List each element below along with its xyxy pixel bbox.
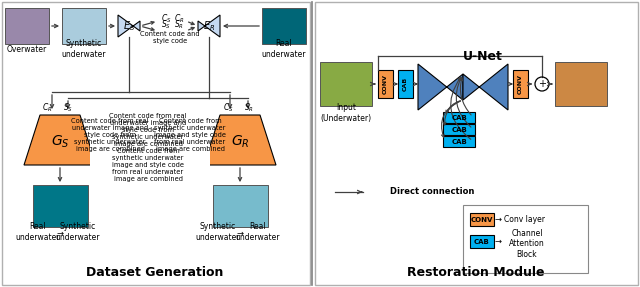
Polygon shape (204, 115, 276, 165)
Text: $G_R$: $G_R$ (230, 134, 250, 150)
FancyBboxPatch shape (100, 108, 200, 178)
FancyBboxPatch shape (90, 108, 210, 178)
FancyBboxPatch shape (262, 8, 306, 44)
Polygon shape (198, 15, 220, 37)
Text: $\rightarrow$: $\rightarrow$ (493, 215, 503, 224)
Text: $\rightarrow$: $\rightarrow$ (235, 228, 245, 238)
FancyBboxPatch shape (315, 2, 638, 285)
FancyBboxPatch shape (5, 8, 49, 44)
Text: $S_S$: $S_S$ (63, 102, 73, 114)
Text: CONV: CONV (518, 74, 523, 94)
Text: $E_R$: $E_R$ (203, 19, 215, 33)
FancyBboxPatch shape (213, 185, 268, 227)
FancyBboxPatch shape (378, 70, 393, 98)
FancyBboxPatch shape (513, 70, 528, 98)
Text: U-Net: U-Net (463, 51, 503, 63)
Text: Content code from real
underwater image and
style code from
synthetic underwater: Content code from real underwater image … (71, 118, 148, 152)
FancyBboxPatch shape (443, 112, 475, 123)
Text: Real
underwater: Real underwater (262, 39, 307, 59)
Text: Channel
Attention
Block: Channel Attention Block (509, 229, 545, 259)
Text: Real
underwater: Real underwater (16, 222, 60, 242)
Text: Synthetic
underwater: Synthetic underwater (61, 39, 106, 59)
FancyBboxPatch shape (470, 213, 494, 226)
Text: $\rightarrow$: $\rightarrow$ (493, 237, 503, 246)
Text: Content code from
synthetic underwater
image and style code
from real underwater: Content code from synthetic underwater i… (112, 148, 184, 182)
Text: $C_R$: $C_R$ (42, 102, 52, 114)
Text: CAB: CAB (474, 238, 490, 245)
FancyBboxPatch shape (320, 62, 372, 106)
FancyBboxPatch shape (398, 70, 413, 98)
FancyBboxPatch shape (443, 136, 475, 147)
Text: Direct connection: Direct connection (390, 187, 474, 197)
Text: $E_S$: $E_S$ (123, 19, 135, 33)
Text: $S_R$: $S_R$ (244, 102, 254, 114)
Text: CAB: CAB (451, 139, 467, 144)
Text: Synthetic
underwater: Synthetic underwater (56, 222, 100, 242)
Text: $G_S$: $G_S$ (51, 134, 69, 150)
Text: $C_S$: $C_S$ (161, 13, 172, 25)
FancyBboxPatch shape (62, 8, 106, 44)
FancyBboxPatch shape (33, 185, 88, 227)
Text: Overwater: Overwater (7, 46, 47, 55)
Text: $S_R$: $S_R$ (174, 19, 184, 31)
Polygon shape (24, 115, 96, 165)
FancyBboxPatch shape (2, 2, 310, 285)
Text: Content code from real
underwater image and
style code from
synthetic underwater: Content code from real underwater image … (109, 113, 187, 147)
Text: Dataset Generation: Dataset Generation (86, 265, 224, 278)
Text: Content code and
style code: Content code and style code (140, 30, 200, 44)
Text: CONV: CONV (471, 216, 493, 222)
Text: $S_S$: $S_S$ (161, 19, 171, 31)
Text: $\rightarrow$: $\rightarrow$ (55, 228, 65, 238)
Text: Synthetic
underwater: Synthetic underwater (196, 222, 240, 242)
Polygon shape (463, 64, 508, 110)
Text: CAB: CAB (451, 127, 467, 133)
Text: CAB: CAB (451, 115, 467, 121)
Text: Real
underwater: Real underwater (236, 222, 280, 242)
Text: CAB: CAB (403, 77, 408, 91)
Text: Content code from
synthetic underwater
image and style code
from real underwater: Content code from synthetic underwater i… (154, 118, 226, 152)
FancyBboxPatch shape (443, 124, 475, 135)
FancyBboxPatch shape (470, 235, 494, 248)
Text: Restoration Module: Restoration Module (407, 265, 545, 278)
Text: CONV: CONV (383, 74, 388, 94)
Text: Input
(Underwater): Input (Underwater) (321, 103, 372, 123)
Text: $C_R$: $C_R$ (174, 13, 184, 25)
Text: Conv layer: Conv layer (504, 215, 545, 224)
Polygon shape (118, 15, 140, 37)
FancyBboxPatch shape (555, 62, 607, 106)
Text: $C_S$: $C_S$ (223, 102, 234, 114)
Polygon shape (418, 64, 463, 110)
Text: +: + (538, 79, 546, 89)
FancyBboxPatch shape (463, 205, 588, 273)
